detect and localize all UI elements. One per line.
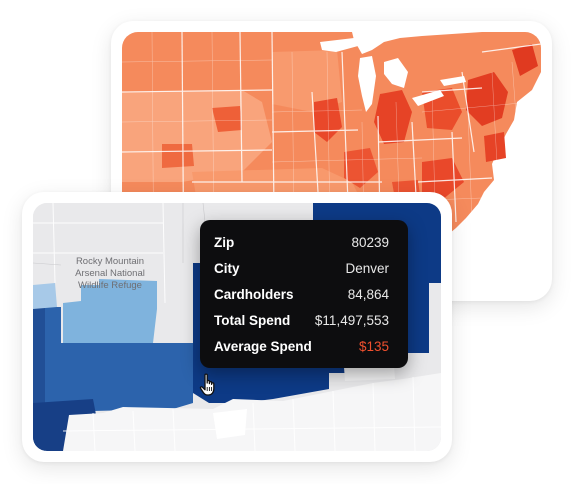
great-lake xyxy=(412,90,444,106)
county-cluster-dark xyxy=(344,148,378,188)
street-grid xyxy=(33,203,441,451)
tooltip-row-average-spend: Average Spend $135 xyxy=(214,333,389,359)
map-label-line: Wildlife Refuge xyxy=(78,280,142,291)
tooltip-row-total-spend: Total Spend $11,497,553 xyxy=(214,307,389,333)
refuge-map-label: Rocky Mountain Arsenal National Wildlife… xyxy=(45,256,175,292)
tooltip-value: $11,497,553 xyxy=(314,312,389,328)
tooltip-value: Denver xyxy=(345,260,389,276)
tooltip-row-cardholders: Cardholders 84,864 xyxy=(214,281,389,307)
tooltip-value: $135 xyxy=(358,338,389,354)
zip-region-light xyxy=(63,279,157,343)
urban-area xyxy=(63,373,441,451)
county-cluster-dark xyxy=(466,72,508,126)
zip-region-mid xyxy=(33,307,193,415)
county-cluster-dark xyxy=(374,90,412,144)
county-band-light xyxy=(272,50,342,112)
tooltip-label: Zip xyxy=(214,234,235,250)
county-cluster-dark xyxy=(484,132,506,162)
tooltip-label: Cardholders xyxy=(214,286,294,302)
map-label-line: Rocky Mountain xyxy=(75,256,145,267)
county-cluster-dark xyxy=(512,44,538,76)
tooltip-value: 80239 xyxy=(351,234,389,250)
zip-tooltip: Zip 80239 City Denver Cardholders 84,864… xyxy=(200,220,408,368)
county-cluster-dark xyxy=(162,144,194,168)
tooltip-row-zip: Zip 80239 xyxy=(214,229,389,255)
zip-region-light-accent xyxy=(33,283,57,309)
hand-pointer-icon xyxy=(199,373,219,397)
tooltip-label: Average Spend xyxy=(214,338,312,354)
tooltip-label: Total Spend xyxy=(214,312,291,328)
great-lake xyxy=(384,58,408,88)
urban-area xyxy=(213,409,247,439)
tooltip-label: City xyxy=(214,260,240,276)
county-cluster-dark xyxy=(212,106,242,132)
great-lake xyxy=(320,38,358,52)
great-lake xyxy=(358,56,376,112)
map-label-line: Arsenal National xyxy=(75,268,145,279)
tooltip-row-city: City Denver xyxy=(214,255,389,281)
great-lake xyxy=(440,76,466,86)
tooltip-value: 84,864 xyxy=(347,286,389,302)
